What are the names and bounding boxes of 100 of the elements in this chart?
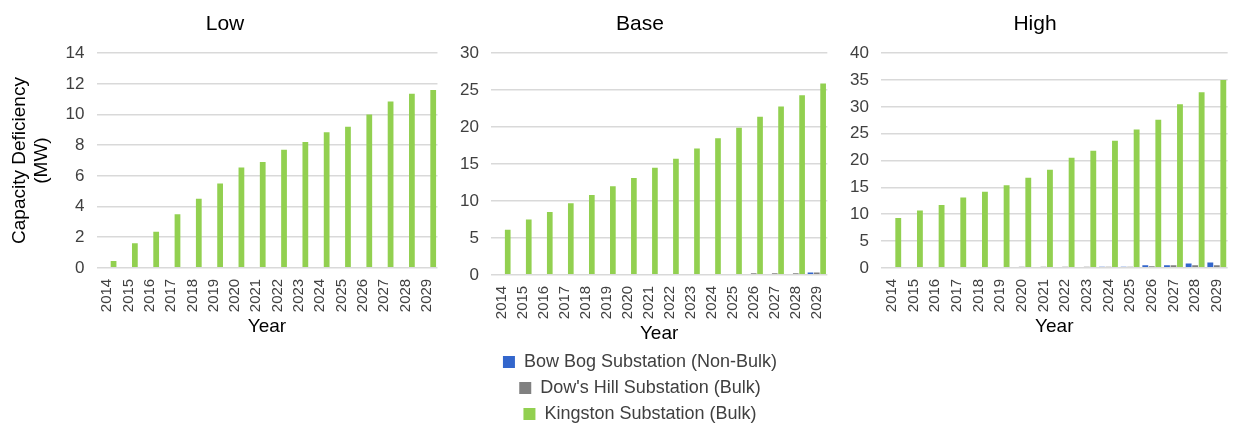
chart-title: Base [616,11,664,35]
y-tick-label: 15 [459,153,479,173]
x-tick-label: 2014 [97,278,115,313]
x-tick-label: 2026 [743,285,761,320]
x-tick-label: 2028 [395,278,413,313]
bar [610,186,616,275]
chart-title: Low [205,11,246,35]
y-tick-label: 5 [859,230,869,250]
x-tick-label: 2025 [1120,278,1138,313]
bar [1025,177,1032,268]
y-tick-label: 15 [849,177,869,197]
y-tick-label: 20 [459,116,479,136]
bar [715,138,721,275]
x-tick-label: 2028 [785,285,803,320]
x-tick-label: 2015 [512,285,530,320]
x-tick-label: 2016 [139,278,157,313]
bar [1207,262,1214,268]
x-tick-label: 2022 [659,285,677,320]
x-tick-label: 2015 [903,278,921,313]
x-tick-label: 2027 [1163,278,1181,313]
x-tick-label: 2022 [267,278,285,313]
y-tick-label: 0 [469,264,479,284]
x-tick-label: 2027 [374,278,392,313]
bar [589,195,595,275]
x-tick-label: 2028 [1185,278,1203,313]
y-tick-label: 40 [849,42,869,62]
y-tick-label: 10 [849,203,869,223]
x-tick-label: 2027 [764,285,782,320]
bar [1003,185,1010,268]
x-tick-label: 2024 [1098,278,1116,313]
legend-label: Dow's Hill Substation (Bulk) [540,376,761,397]
bar [1068,157,1075,268]
bar [778,106,784,275]
x-tick-label: 2022 [1055,278,1073,313]
legend-label: Bow Bog Substation (Non-Bulk) [523,350,778,371]
x-tick-label: 2020 [1011,278,1029,313]
bar [153,231,160,268]
bar [546,212,553,275]
y-tick-label: 35 [849,69,869,89]
x-tick-label: 2017 [946,278,964,313]
y-tick-label: 25 [459,79,479,99]
x-tick-label: 2029 [1206,278,1224,313]
x-tick-label: 2020 [225,278,243,313]
y-tick-label: 12 [65,73,85,93]
x-tick-label: 2021 [1033,278,1051,313]
x-tick-label: 2021 [638,285,656,320]
x-tick-label: 2014 [881,278,899,313]
bar [567,203,574,275]
bar [1133,129,1140,268]
y-tick-label: 2 [75,226,85,246]
x-tick-label: 2024 [701,285,719,320]
y-tick-label: 4 [75,196,85,216]
bar [799,95,805,275]
x-tick-label: 2024 [310,278,328,313]
x-tick-label: 2029 [416,278,434,313]
bar [259,162,266,268]
y-axis-title: Capacity Deficiency (MW) [7,76,52,244]
bar [1177,104,1183,268]
bar [217,183,223,268]
x-tick-label: 2020 [617,285,635,320]
bar [302,142,309,268]
x-tick-label: 2019 [990,278,1008,313]
x-tick-label: 2018 [968,278,986,313]
bar [757,116,763,275]
bar [960,197,967,268]
bar [525,219,532,275]
y-tick-label: 30 [849,96,869,116]
bar [673,158,679,275]
bar [1090,150,1097,268]
x-tick-label: 2029 [806,285,824,320]
y-tick-label: 0 [859,257,869,277]
x-tick-label: 2018 [182,278,200,313]
y-tick-label: 5 [469,227,479,247]
bar [820,83,826,275]
chart-title: High [1013,11,1057,35]
x-tick-label: 2026 [1141,278,1159,313]
bar [409,93,415,268]
x-tick-label: 2016 [925,278,943,313]
bar [736,127,742,275]
bar [345,126,351,268]
x-axis-title: Year [247,314,287,336]
x-tick-label: 2014 [491,285,509,320]
y-tick-label: 30 [459,42,479,62]
bar [323,132,330,268]
y-tick-label: 10 [65,104,85,124]
x-tick-label: 2021 [246,278,264,313]
bar [281,149,287,268]
bar [1198,92,1205,268]
x-tick-label: 2023 [680,285,698,320]
x-tick-label: 2017 [161,278,179,313]
x-tick-label: 2023 [1076,278,1094,313]
x-tick-label: 2025 [331,278,349,313]
bar [982,191,988,268]
y-tick-label: 8 [75,134,85,154]
bar [195,198,202,268]
bar [694,148,700,275]
bar [1112,140,1118,268]
x-tick-label: 2019 [596,285,614,320]
bar [916,210,923,268]
bar [652,167,658,275]
